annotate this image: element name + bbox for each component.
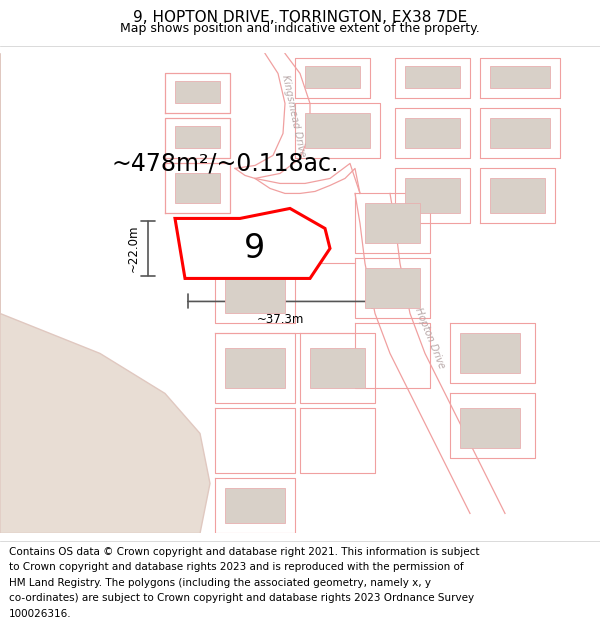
Bar <box>365 269 420 308</box>
Text: to Crown copyright and database rights 2023 and is reproduced with the permissio: to Crown copyright and database rights 2… <box>9 562 464 572</box>
Text: Kingsmead Drive: Kingsmead Drive <box>280 74 308 158</box>
Bar <box>225 274 285 314</box>
Text: co-ordinates) are subject to Crown copyright and database rights 2023 Ordnance S: co-ordinates) are subject to Crown copyr… <box>9 593 474 603</box>
Bar <box>405 179 460 213</box>
Bar <box>305 114 370 148</box>
Text: ~22.0m: ~22.0m <box>127 224 140 272</box>
Text: Map shows position and indicative extent of the property.: Map shows position and indicative extent… <box>120 22 480 34</box>
Text: 9: 9 <box>244 232 266 265</box>
Bar <box>405 119 460 148</box>
Text: Hopton Drive: Hopton Drive <box>413 306 447 371</box>
Bar <box>310 349 365 388</box>
Bar <box>175 81 220 103</box>
Polygon shape <box>175 209 330 279</box>
Polygon shape <box>0 53 210 533</box>
Text: ~478m²/~0.118ac.: ~478m²/~0.118ac. <box>112 151 338 176</box>
Bar <box>460 409 520 449</box>
Bar <box>490 119 550 148</box>
Text: ~37.3m: ~37.3m <box>256 314 304 326</box>
Bar <box>175 126 220 148</box>
Bar <box>460 334 520 373</box>
Bar <box>305 66 360 88</box>
Bar <box>225 489 285 523</box>
Text: 9, HOPTON DRIVE, TORRINGTON, EX38 7DE: 9, HOPTON DRIVE, TORRINGTON, EX38 7DE <box>133 10 467 25</box>
Bar <box>365 204 420 243</box>
Text: Contains OS data © Crown copyright and database right 2021. This information is : Contains OS data © Crown copyright and d… <box>9 546 479 556</box>
Text: 100026316.: 100026316. <box>9 609 71 619</box>
Text: HM Land Registry. The polygons (including the associated geometry, namely x, y: HM Land Registry. The polygons (includin… <box>9 578 431 587</box>
Bar <box>175 173 220 204</box>
Bar <box>490 179 545 213</box>
Bar <box>490 66 550 88</box>
Bar <box>405 66 460 88</box>
Bar <box>225 349 285 388</box>
